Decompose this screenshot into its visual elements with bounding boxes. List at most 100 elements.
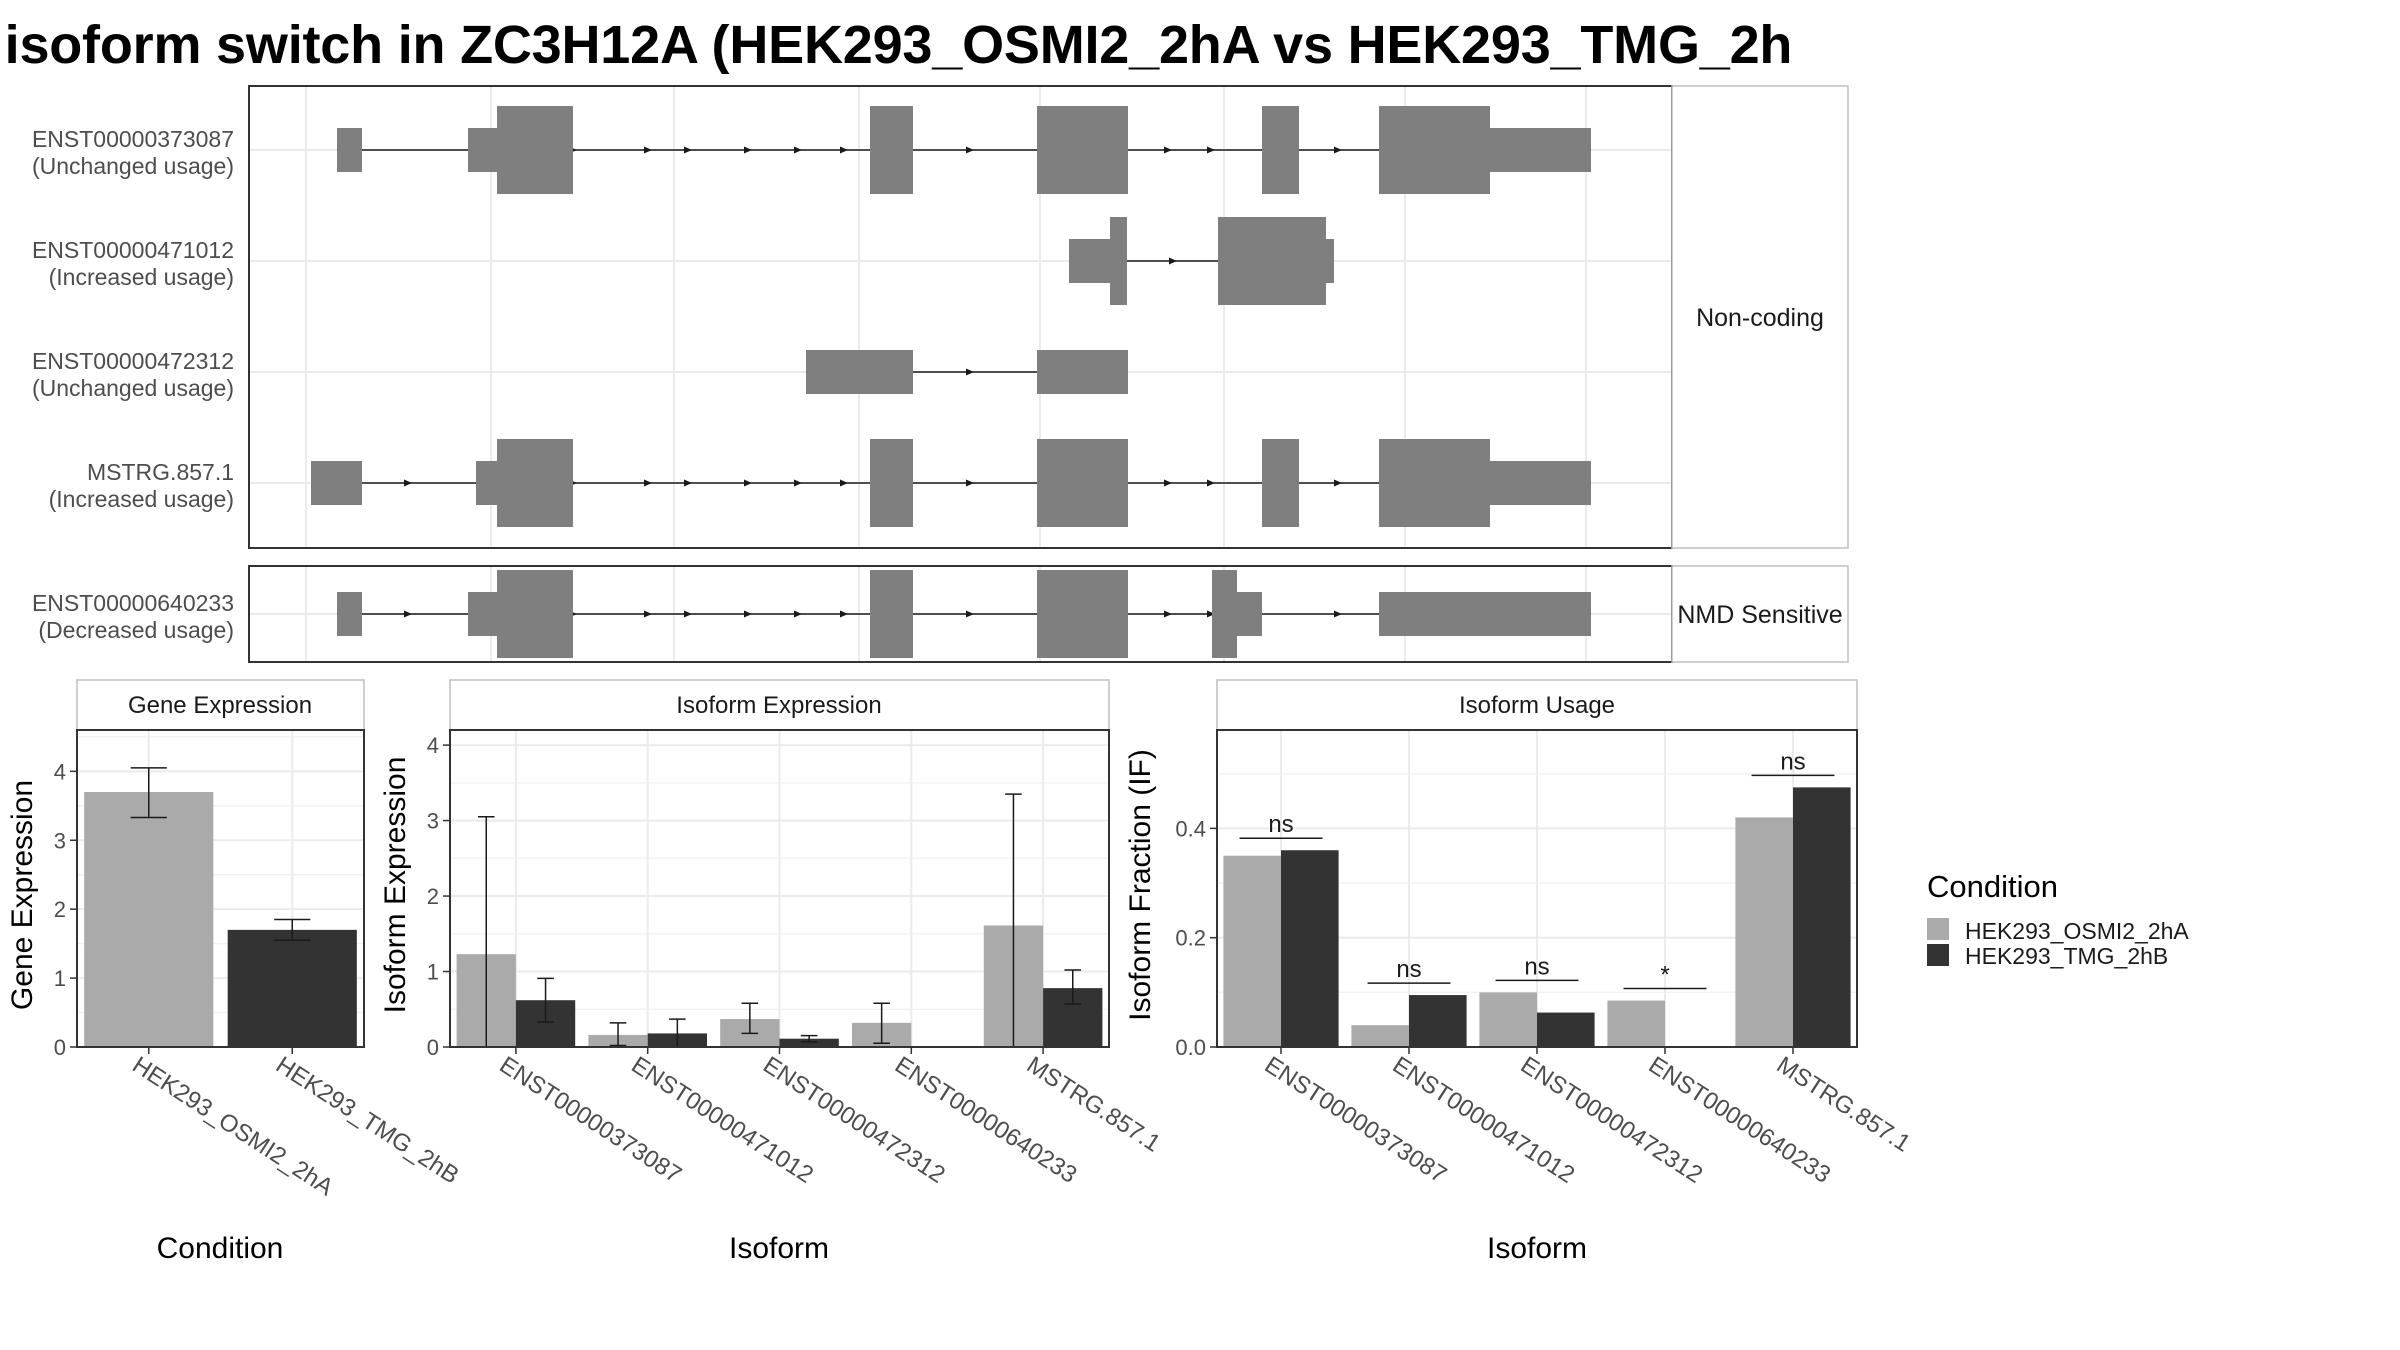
transcript-id-label: ENST00000472312	[32, 348, 234, 374]
intron-arrow	[1334, 610, 1342, 618]
y-tick-label: 4	[427, 733, 439, 758]
intron-arrow	[966, 610, 974, 618]
legend: Condition HEK293_OSMI2_2hA HEK293_TMG_2h…	[1927, 869, 2189, 969]
intron-arrow	[404, 610, 412, 618]
y-tick-label: 2	[54, 897, 66, 922]
exon	[1237, 592, 1262, 636]
intron-arrow	[1164, 146, 1172, 154]
exon	[1218, 217, 1326, 305]
exon	[476, 461, 497, 505]
significance-label: ns	[1780, 748, 1805, 775]
exon	[1262, 106, 1299, 194]
structure-group-label: Non-coding	[1696, 304, 1824, 332]
y-tick-label: 0.4	[1175, 816, 1206, 841]
intron-arrow	[966, 479, 974, 487]
intron-arrow	[744, 146, 752, 154]
exon	[468, 128, 497, 172]
transcript-id-label: ENST00000373087	[32, 126, 234, 152]
significance-label: ns	[1524, 953, 1549, 980]
exon	[1212, 570, 1237, 658]
transcript-id-label: ENST00000640233	[32, 590, 234, 616]
significance-label: *	[1660, 962, 1669, 989]
exon	[337, 128, 362, 172]
intron-arrow	[684, 610, 692, 618]
transcript-usage-label: (Decreased usage)	[38, 617, 234, 643]
exon	[870, 570, 913, 658]
bar	[84, 792, 214, 1047]
exon	[870, 439, 913, 527]
intron-arrow	[744, 610, 752, 618]
intron-arrow	[966, 146, 974, 154]
transcript-usage-label: (Unchanged usage)	[32, 153, 234, 179]
exon	[497, 439, 573, 527]
bar	[1607, 1000, 1665, 1047]
y-tick-label: 0	[54, 1035, 66, 1060]
y-tick-label: 2	[427, 884, 439, 909]
intron-arrow	[1207, 610, 1215, 618]
y-tick-label: 3	[427, 809, 439, 834]
structure-group-strip	[1671, 565, 1849, 663]
bar	[1735, 817, 1793, 1047]
isoform-structure-plot: ENST00000373087(Unchanged usage)ENST0000…	[32, 85, 1849, 663]
intron-arrow	[1207, 146, 1215, 154]
exon	[1326, 239, 1334, 283]
isoform-usage-title: Isoform Usage	[1459, 692, 1615, 719]
transcript-MSTRG.857.1	[311, 439, 1591, 527]
transcript-usage-label: (Increased usage)	[49, 486, 234, 512]
plot-border	[1216, 729, 1858, 1048]
transcript-ENST00000471012	[1069, 217, 1334, 305]
transcript-usage-label: (Increased usage)	[49, 264, 234, 290]
intron-arrow	[1164, 610, 1172, 618]
intron-arrow	[684, 146, 692, 154]
y-tick-label: 1	[54, 966, 66, 991]
exon	[1037, 350, 1128, 394]
exon	[806, 350, 913, 394]
chart-title-text: e isoform switch in ZC3H12A (HEK293_OSMI…	[0, 15, 1793, 75]
intron-arrow	[744, 479, 752, 487]
y-tick-label: 0.0	[1175, 1035, 1206, 1060]
isoform-usage-xlabel: Isoform	[1487, 1232, 1587, 1265]
exon	[1037, 439, 1128, 527]
transcript-usage-label: (Unchanged usage)	[32, 375, 234, 401]
exon	[1110, 217, 1127, 305]
isoform-expression-ylabel: Isoform Expression	[379, 757, 412, 1014]
legend-title: Condition	[1927, 869, 2058, 904]
intron-arrow	[840, 146, 848, 154]
isoform-expression-strip	[449, 679, 1110, 731]
exon	[311, 461, 362, 505]
gene-expression-title: Gene Expression	[128, 692, 312, 719]
significance-label: ns	[1268, 811, 1293, 838]
exon	[1037, 570, 1128, 658]
exon	[1037, 106, 1128, 194]
plot-border	[76, 729, 365, 1048]
intron-arrow	[404, 479, 412, 487]
exon	[1379, 439, 1490, 527]
exon	[497, 106, 573, 194]
transcript-ENST00000373087	[337, 106, 1591, 194]
gene-expression-xlabel: Condition	[157, 1232, 284, 1265]
intron-arrow	[840, 610, 848, 618]
exon	[337, 592, 362, 636]
transcript-ENST00000472312	[806, 350, 1128, 394]
y-tick-label: 0	[427, 1035, 439, 1060]
intron-arrow	[1169, 257, 1177, 265]
isoform-usage-panel: Isoform Usage Isoform Isoform Fraction (…	[1124, 679, 1915, 1265]
intron-arrow	[644, 610, 652, 618]
chart-title: e isoform switch in ZC3H12A (HEK293_OSMI…	[0, 8, 1870, 78]
exon	[1262, 439, 1299, 527]
intron-arrow	[644, 479, 652, 487]
bar	[1281, 850, 1339, 1047]
bar	[779, 1038, 839, 1047]
intron-arrow	[1207, 479, 1215, 487]
intron-arrow	[1334, 479, 1342, 487]
legend-swatch-cond2	[1927, 944, 1949, 966]
intron-arrow	[684, 479, 692, 487]
exon	[870, 106, 913, 194]
exon	[1379, 106, 1490, 194]
gene-expression-ylabel: Gene Expression	[6, 780, 39, 1010]
structure-group-label: NMD Sensitive	[1677, 601, 1842, 629]
bar	[1793, 787, 1851, 1047]
intron-arrow	[794, 479, 802, 487]
significance-label: ns	[1396, 956, 1421, 983]
